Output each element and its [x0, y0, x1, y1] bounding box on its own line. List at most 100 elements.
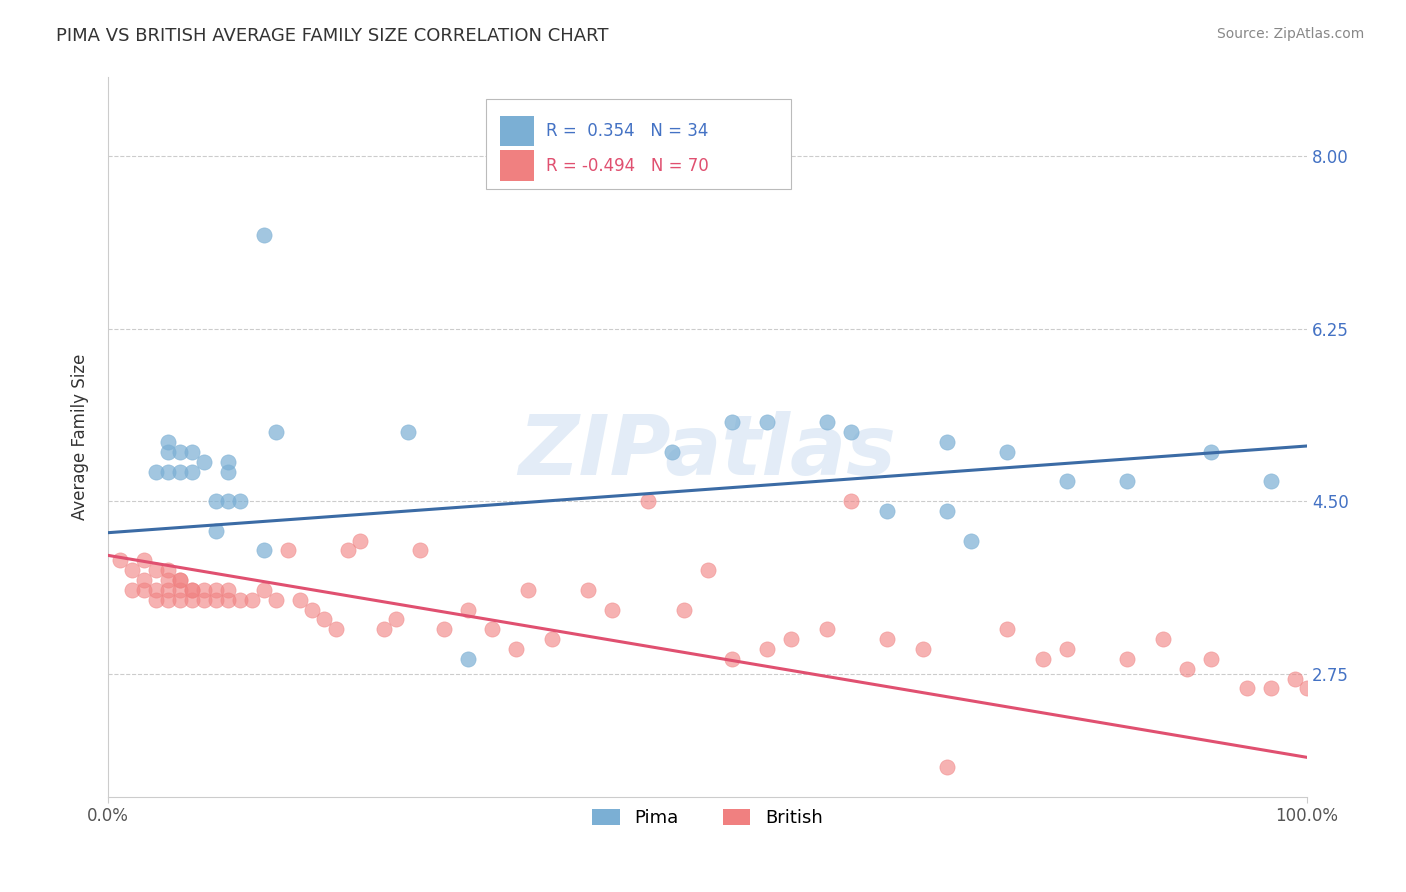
- Point: [156, 573, 179, 587]
- Point: [912, 642, 935, 657]
- Point: [1116, 475, 1139, 489]
- Point: [193, 582, 215, 597]
- Point: [720, 415, 742, 429]
- Point: [169, 573, 191, 587]
- Point: [1199, 652, 1222, 666]
- Point: [457, 602, 479, 616]
- Point: [1175, 662, 1198, 676]
- Point: [995, 445, 1018, 459]
- Point: [156, 582, 179, 597]
- Point: [349, 533, 371, 548]
- Point: [156, 435, 179, 450]
- Point: [576, 582, 599, 597]
- Point: [1236, 681, 1258, 696]
- Point: [817, 415, 839, 429]
- Point: [217, 582, 239, 597]
- Point: [145, 582, 167, 597]
- Point: [1056, 642, 1078, 657]
- Point: [121, 582, 143, 597]
- Point: [181, 465, 204, 479]
- Point: [156, 445, 179, 459]
- Point: [193, 592, 215, 607]
- Point: [505, 642, 527, 657]
- Point: [217, 592, 239, 607]
- Point: [156, 563, 179, 577]
- Point: [169, 592, 191, 607]
- Point: [876, 632, 898, 647]
- Point: [253, 228, 276, 243]
- Point: [1260, 475, 1282, 489]
- Point: [672, 602, 695, 616]
- Text: ZIPatlas: ZIPatlas: [519, 411, 897, 492]
- Point: [396, 425, 419, 440]
- Text: PIMA VS BRITISH AVERAGE FAMILY SIZE CORRELATION CHART: PIMA VS BRITISH AVERAGE FAMILY SIZE CORR…: [56, 27, 609, 45]
- Point: [205, 592, 228, 607]
- Point: [132, 582, 155, 597]
- Point: [433, 622, 456, 636]
- Point: [516, 582, 538, 597]
- Point: [301, 602, 323, 616]
- Text: Source: ZipAtlas.com: Source: ZipAtlas.com: [1216, 27, 1364, 41]
- Point: [936, 435, 959, 450]
- Point: [121, 563, 143, 577]
- Point: [409, 543, 432, 558]
- Point: [132, 553, 155, 567]
- Point: [288, 592, 311, 607]
- Point: [936, 760, 959, 774]
- Point: [1260, 681, 1282, 696]
- Point: [325, 622, 347, 636]
- Point: [936, 504, 959, 518]
- Y-axis label: Average Family Size: Average Family Size: [72, 354, 89, 520]
- Point: [240, 592, 263, 607]
- Point: [169, 582, 191, 597]
- Point: [876, 504, 898, 518]
- Point: [1152, 632, 1174, 647]
- Point: [661, 445, 683, 459]
- Text: R =  0.354   N = 34: R = 0.354 N = 34: [546, 122, 709, 140]
- Point: [841, 425, 863, 440]
- Point: [169, 465, 191, 479]
- Point: [217, 455, 239, 469]
- Point: [145, 563, 167, 577]
- Point: [156, 592, 179, 607]
- Point: [205, 494, 228, 508]
- FancyBboxPatch shape: [501, 116, 534, 146]
- Point: [205, 582, 228, 597]
- Point: [540, 632, 562, 647]
- Point: [253, 582, 276, 597]
- Point: [217, 494, 239, 508]
- Point: [780, 632, 803, 647]
- Point: [481, 622, 503, 636]
- Point: [1199, 445, 1222, 459]
- Point: [1056, 475, 1078, 489]
- Point: [205, 524, 228, 538]
- Point: [169, 445, 191, 459]
- FancyBboxPatch shape: [501, 151, 534, 181]
- Point: [1032, 652, 1054, 666]
- Point: [253, 543, 276, 558]
- Point: [108, 553, 131, 567]
- Point: [181, 592, 204, 607]
- Point: [960, 533, 983, 548]
- Point: [132, 573, 155, 587]
- Point: [384, 612, 406, 626]
- Point: [1116, 652, 1139, 666]
- Point: [817, 622, 839, 636]
- Point: [145, 592, 167, 607]
- Point: [336, 543, 359, 558]
- Point: [181, 582, 204, 597]
- Point: [312, 612, 335, 626]
- FancyBboxPatch shape: [485, 99, 792, 189]
- Point: [181, 445, 204, 459]
- Point: [841, 494, 863, 508]
- Point: [217, 465, 239, 479]
- Point: [995, 622, 1018, 636]
- Point: [145, 465, 167, 479]
- Point: [169, 573, 191, 587]
- Point: [229, 592, 252, 607]
- Point: [696, 563, 718, 577]
- Point: [756, 642, 779, 657]
- Text: R = -0.494   N = 70: R = -0.494 N = 70: [546, 157, 709, 175]
- Point: [600, 602, 623, 616]
- Point: [457, 652, 479, 666]
